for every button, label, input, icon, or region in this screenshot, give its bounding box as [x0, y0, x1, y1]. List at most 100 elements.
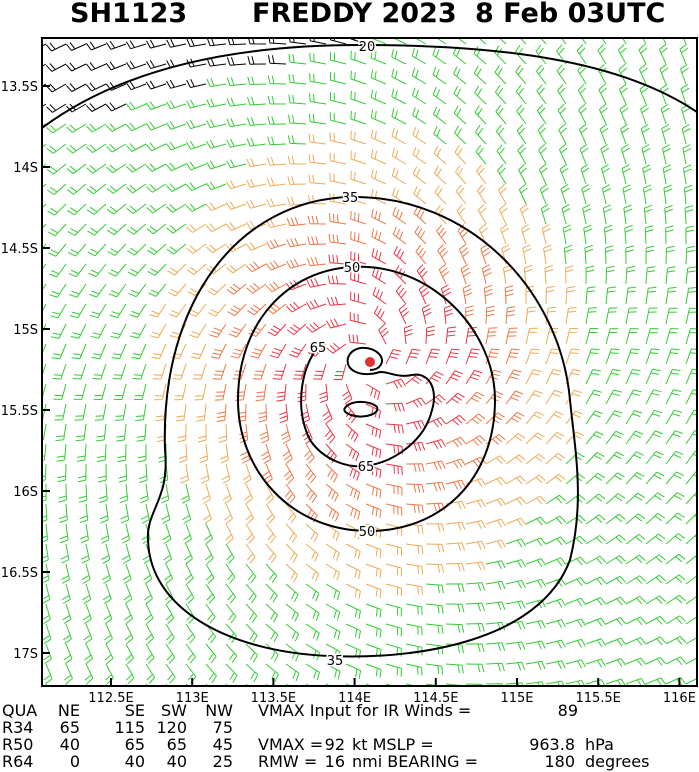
wind-barb — [525, 411, 544, 425]
wind-barb — [525, 578, 547, 588]
wind-barb — [557, 84, 567, 105]
wind-barb — [186, 243, 207, 254]
wind-barb — [515, 84, 527, 105]
wind-barb — [370, 49, 387, 65]
table-header: QUA — [2, 701, 37, 720]
wind-barb — [225, 563, 236, 584]
wind-barb — [537, 124, 547, 145]
wind-barb — [206, 98, 227, 108]
wind-barb — [605, 472, 625, 485]
wind-barb — [48, 243, 67, 257]
wind-barb — [218, 423, 228, 443]
wind-barb — [46, 143, 67, 154]
wind-barb — [525, 390, 543, 405]
wind-barb — [117, 443, 127, 463]
contour-label: 50 — [344, 261, 361, 276]
wind-barb — [645, 656, 666, 666]
wind-barb — [230, 343, 247, 359]
wind-barb — [285, 563, 299, 583]
lat-tick-label: 16S — [13, 485, 38, 500]
wind-barb — [86, 183, 107, 195]
wind-barb — [545, 577, 567, 587]
wind-barb — [620, 123, 630, 145]
wind-barb — [685, 657, 697, 665]
wind-barb — [665, 553, 686, 565]
wind-barb — [350, 110, 367, 125]
wind-barb — [585, 389, 602, 405]
wind-barb — [167, 263, 187, 276]
wind-barb — [645, 554, 666, 565]
wind-barb — [465, 602, 485, 612]
wind-barb — [679, 63, 689, 85]
wind-barb — [305, 543, 319, 562]
wind-barb — [102, 583, 112, 605]
wind-barb — [212, 363, 227, 380]
wind-barb — [425, 371, 444, 385]
wind-barb — [685, 266, 696, 285]
wind-barb — [220, 443, 229, 464]
wind-barb — [144, 603, 154, 625]
wind-barb — [685, 287, 697, 305]
wind-barb — [105, 663, 114, 684]
wind-barb — [203, 503, 212, 525]
wind-barb — [605, 265, 615, 285]
wind-barb — [55, 423, 67, 442]
wind-barb — [585, 265, 595, 285]
table-cell: 45 — [213, 735, 233, 754]
wind-barb — [685, 225, 695, 245]
contour-35 — [146, 195, 579, 658]
wind-barb — [267, 55, 287, 65]
wind-barb — [665, 635, 687, 645]
wind-barb — [443, 304, 453, 325]
wind-barb — [485, 497, 507, 507]
wind-barb — [545, 473, 566, 485]
wind-barb — [481, 264, 492, 285]
wind-barb — [305, 503, 318, 523]
wind-barb — [518, 184, 528, 205]
wind-barb — [605, 596, 627, 606]
wind-barb — [265, 583, 278, 603]
wind-barb — [662, 38, 667, 45]
wind-barb — [104, 623, 113, 645]
wind-barb — [309, 52, 327, 65]
wind-barb — [154, 383, 167, 401]
wind-barb — [465, 499, 486, 509]
wind-barb — [205, 643, 217, 664]
wind-barb — [99, 503, 109, 524]
wind-barb — [150, 323, 167, 339]
wind-barb — [585, 431, 604, 445]
wind-barb — [497, 164, 507, 185]
wind-barb — [300, 403, 310, 424]
wind-barb — [661, 144, 671, 165]
wind-barb — [245, 643, 258, 663]
wind-barb — [287, 155, 307, 165]
wind-barb — [485, 518, 506, 528]
wind-barb — [285, 623, 300, 642]
wind-barb — [205, 603, 216, 624]
wind-barb — [623, 204, 633, 225]
wind-barb — [645, 636, 667, 646]
wind-barb — [82, 603, 92, 625]
wind-barb — [266, 303, 287, 315]
wind-barb — [661, 124, 671, 145]
wind-barb — [205, 160, 227, 170]
wind-barb — [72, 363, 87, 380]
wind-barb — [425, 460, 446, 471]
wind-barb — [642, 164, 652, 185]
wind-barb — [405, 603, 423, 616]
wind-barb — [42, 203, 47, 209]
lat-tick-label: 14.5S — [1, 242, 38, 257]
wind-barb — [403, 324, 413, 345]
wind-barb — [525, 369, 542, 385]
wind-barb — [563, 244, 573, 265]
wind-barb — [259, 423, 270, 444]
wind-barb — [93, 383, 107, 400]
wind-barb — [214, 383, 227, 401]
wind-barb — [494, 85, 507, 105]
wind-barb — [224, 503, 233, 525]
wind-barb — [405, 420, 426, 430]
wind-barb — [91, 343, 107, 360]
wind-barb — [665, 450, 684, 465]
contour-label: 65 — [358, 460, 375, 475]
wind-barb — [280, 423, 291, 444]
